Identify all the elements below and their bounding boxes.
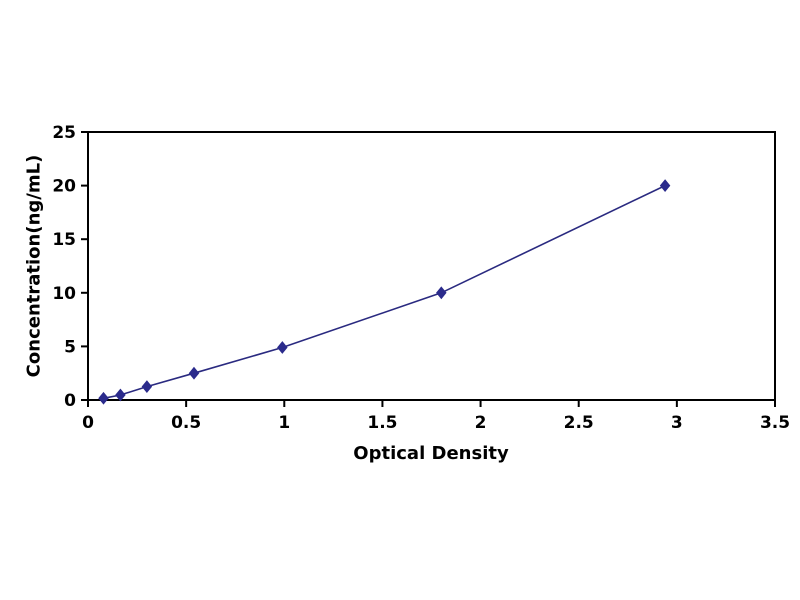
x-tick-label: 0.5 [171,413,201,433]
x-axis-label: Optical Density [353,443,509,464]
data-point-marker [659,179,671,192]
curve-line [103,184,666,400]
data-point-marker [141,380,153,393]
y-tick-label: 15 [52,230,76,250]
x-tick-label: 3.5 [760,413,790,433]
data-point-marker [188,366,200,380]
y-tick-label: 5 [64,337,76,357]
y-tick-label: 25 [52,123,76,143]
data-point-marker [277,341,288,354]
x-tick-label: 1 [278,413,290,433]
x-tick-label: 3 [671,413,683,433]
y-tick-label: 20 [52,177,76,197]
data-point-marker [115,388,126,402]
data-point-marker [436,286,447,300]
y-tick-label: 0 [64,391,76,411]
x-tick-label: 2 [475,413,487,433]
x-tick-label: 1.5 [367,413,397,433]
y-tick-label: 10 [52,284,76,304]
x-tick-label: 2.5 [564,413,594,433]
y-axis-label: Concentration(ng/mL) [23,154,45,378]
plot-frame [87,131,776,401]
x-tick-label: 0 [82,413,94,433]
data-point-marker [98,391,109,405]
